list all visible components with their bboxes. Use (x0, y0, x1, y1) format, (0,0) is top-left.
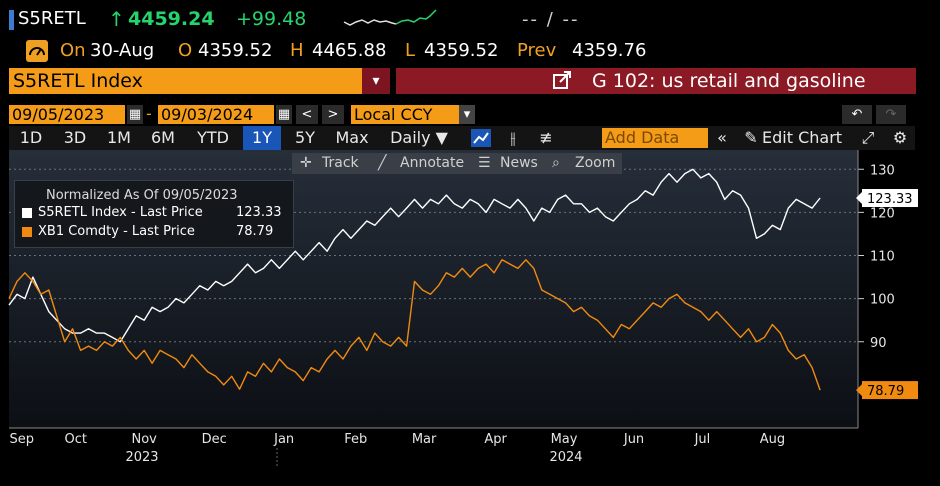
frequency-select[interactable]: Daily ▼ (390, 128, 448, 147)
tab-5y[interactable]: 5Y (295, 128, 315, 147)
tab-1y[interactable]: 1Y (243, 126, 281, 150)
tab-6m[interactable]: 6M (151, 128, 175, 147)
security-dropdown-icon[interactable]: ▾ (362, 68, 390, 94)
external-link-icon[interactable] (552, 68, 572, 101)
track-button[interactable]: Track (322, 155, 359, 171)
y-tick-label: 120 (870, 206, 895, 221)
legend-label-xb1: XB1 Comdty - Last Price (38, 224, 195, 239)
last-value-tag-s5retl (862, 189, 918, 208)
start-calendar-icon[interactable]: ▦ (127, 105, 143, 124)
legend-swatch-s5retl (22, 208, 32, 218)
last-value-pointer (856, 384, 862, 397)
legend-swatch-xb1 (22, 227, 32, 237)
start-date-input[interactable]: 09/05/2023 (9, 105, 125, 124)
y-tick-label: 90 (870, 336, 887, 351)
ticker-label: S5RETL (18, 8, 86, 29)
function-title: G 102: us retail and gasoline (592, 70, 866, 92)
x-tick-label: Sep (9, 432, 34, 447)
add-data-input[interactable]: Add Data (602, 128, 708, 148)
next-period-icon[interactable]: > (322, 105, 344, 124)
intraday-sparkline-icon (343, 9, 437, 26)
news-button[interactable]: News (500, 155, 538, 171)
x-tick-label: Mar (412, 432, 437, 447)
period-tab-bar (9, 126, 915, 150)
prev-label: Prev (517, 40, 557, 61)
legend-label-s5retl: S5RETL Index - Last Price (38, 205, 203, 220)
currency-dropdown-icon[interactable]: ▾ (459, 105, 475, 124)
series-line-xb1 (8, 259, 821, 391)
tab-max[interactable]: Max (335, 128, 369, 147)
chart-edit-icon[interactable]: ⤢ (861, 128, 875, 147)
annotate-icon[interactable]: ╱ (378, 155, 387, 171)
undo-icon[interactable]: ↶ (842, 105, 872, 124)
chart-legend[interactable] (14, 180, 294, 248)
zoom-button[interactable]: Zoom (575, 155, 616, 171)
bid-ask: -- / -- (522, 9, 580, 30)
y-tick-label: 130 (870, 163, 895, 178)
tab-ytd[interactable]: YTD (197, 128, 229, 147)
y-tick-label: 110 (870, 250, 895, 265)
x-tick-label: Dec (202, 432, 227, 447)
last-price: 4459.24 (128, 8, 215, 30)
x-tick-label: Aug (760, 432, 785, 447)
collapse-icon[interactable]: « (717, 128, 727, 147)
last-value-pointer (856, 192, 862, 205)
x-tick-label: Oct (65, 432, 87, 447)
track-icon[interactable]: ✛ (300, 155, 312, 171)
x-year-label: 2023 (125, 450, 158, 465)
security-input[interactable]: S5RETL Index (9, 68, 388, 94)
redo-icon[interactable]: ↷ (876, 105, 906, 124)
prev-period-icon[interactable]: < (296, 105, 318, 124)
x-tick-label: May (551, 432, 578, 447)
zoom-icon[interactable]: ⌕ (552, 155, 560, 171)
legend-title: Normalized As Of 09/05/2023 (46, 188, 238, 203)
pencil-icon[interactable]: ✎ (744, 128, 758, 147)
x-tick-label: Apr (484, 432, 507, 447)
series-line-s5retl (8, 168, 821, 343)
x-tick-label: Jan (273, 432, 294, 447)
chart-settings-icon[interactable]: ≢ (539, 128, 553, 147)
candlestick-icon[interactable]: ⫲ (510, 128, 516, 147)
legend-value-xb1: 78.79 (236, 224, 274, 239)
tab-3d[interactable]: 3D (63, 128, 87, 147)
edit-chart-button[interactable]: Edit Chart (762, 128, 843, 147)
tab-1m[interactable]: 1M (107, 128, 131, 147)
line-chart-icon[interactable] (466, 126, 496, 150)
gear-icon[interactable]: ⚙ (892, 128, 908, 147)
low-label: L (405, 40, 416, 61)
last-value-tag-xb1 (862, 381, 918, 400)
last-value-xb1: 78.79 (867, 384, 904, 399)
end-date-input[interactable]: 09/03/2024 (158, 105, 274, 124)
x-tick-label: Jun (623, 432, 644, 447)
open-value: 4359.52 (198, 40, 273, 61)
news-icon[interactable]: ☰ (478, 155, 491, 171)
tab-1d[interactable]: 1D (19, 128, 43, 147)
low-value: 4359.52 (424, 40, 499, 61)
date-separator: - (146, 104, 152, 123)
up-arrow-icon: ↑ (108, 7, 125, 31)
open-label: O (178, 40, 193, 61)
last-value-s5retl: 123.33 (867, 192, 913, 207)
high-label: H (290, 40, 304, 61)
prev-value: 4359.76 (572, 40, 647, 61)
x-year-label: 2024 (549, 450, 582, 465)
quote-date: 30-Aug (90, 40, 155, 61)
legend-value-s5retl: 123.33 (236, 205, 282, 220)
end-calendar-icon[interactable]: ▦ (276, 105, 292, 124)
on-label: On (60, 40, 86, 61)
x-tick-label: Nov (131, 432, 157, 447)
high-value: 4465.88 (312, 40, 387, 61)
x-tick-label: Jul (694, 432, 711, 447)
function-banner[interactable]: G 102: us retail and gasoline (396, 68, 916, 94)
x-tick-label: Feb (344, 432, 367, 447)
price-change: +99.48 (236, 8, 307, 30)
annotate-button[interactable]: Annotate (400, 155, 465, 171)
currency-select[interactable]: Local CCY (351, 105, 459, 124)
speedometer-icon[interactable] (26, 40, 48, 62)
y-tick-label: 100 (870, 293, 895, 308)
security-color-bar (9, 10, 14, 30)
chart-toolbar (292, 153, 622, 174)
